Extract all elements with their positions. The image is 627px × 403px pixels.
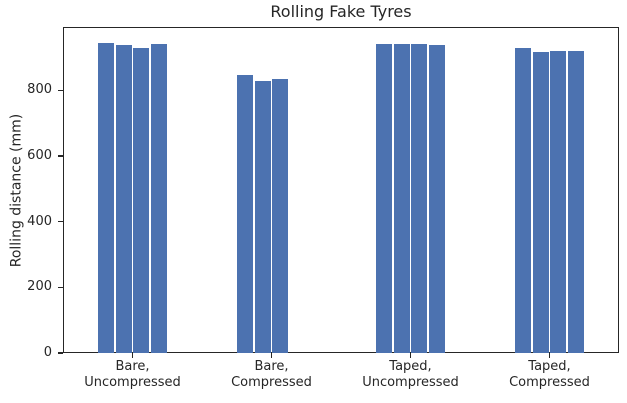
y-tick-label: 0 bbox=[43, 345, 52, 360]
y-tick-mark bbox=[58, 155, 63, 157]
x-tick-label: Taped, Uncompressed bbox=[362, 359, 459, 390]
bar bbox=[376, 43, 393, 353]
y-tick-label: 800 bbox=[27, 82, 52, 98]
x-tick-label: Bare, Uncompressed bbox=[84, 359, 181, 390]
y-tick-label: 400 bbox=[27, 213, 52, 229]
x-tick-mark bbox=[131, 353, 134, 358]
x-tick-label: Taped, Compressed bbox=[509, 359, 590, 390]
chart-title: Rolling Fake Tyres bbox=[270, 2, 412, 21]
bar bbox=[150, 44, 167, 353]
x-tick-mark bbox=[548, 353, 551, 358]
y-tick-label: 200 bbox=[27, 279, 52, 295]
y-tick-mark bbox=[58, 286, 63, 288]
bar bbox=[237, 75, 254, 353]
y-tick-mark bbox=[58, 89, 63, 91]
bar bbox=[254, 80, 271, 353]
bar bbox=[428, 45, 445, 353]
y-tick-mark bbox=[58, 221, 63, 223]
bar bbox=[115, 45, 132, 353]
bar bbox=[532, 52, 549, 353]
x-tick-label: Bare, Compressed bbox=[231, 359, 312, 390]
bar bbox=[393, 44, 410, 353]
x-tick-mark bbox=[409, 353, 412, 358]
y-tick-label: 600 bbox=[27, 148, 52, 164]
y-tick-mark bbox=[58, 352, 63, 354]
bar bbox=[567, 50, 584, 353]
bar bbox=[515, 47, 532, 353]
bar bbox=[550, 50, 567, 353]
plot-area bbox=[63, 27, 619, 353]
x-tick-mark bbox=[270, 353, 273, 358]
bar bbox=[411, 43, 428, 353]
bar bbox=[133, 47, 150, 353]
bar bbox=[272, 78, 289, 353]
bar bbox=[98, 42, 115, 353]
